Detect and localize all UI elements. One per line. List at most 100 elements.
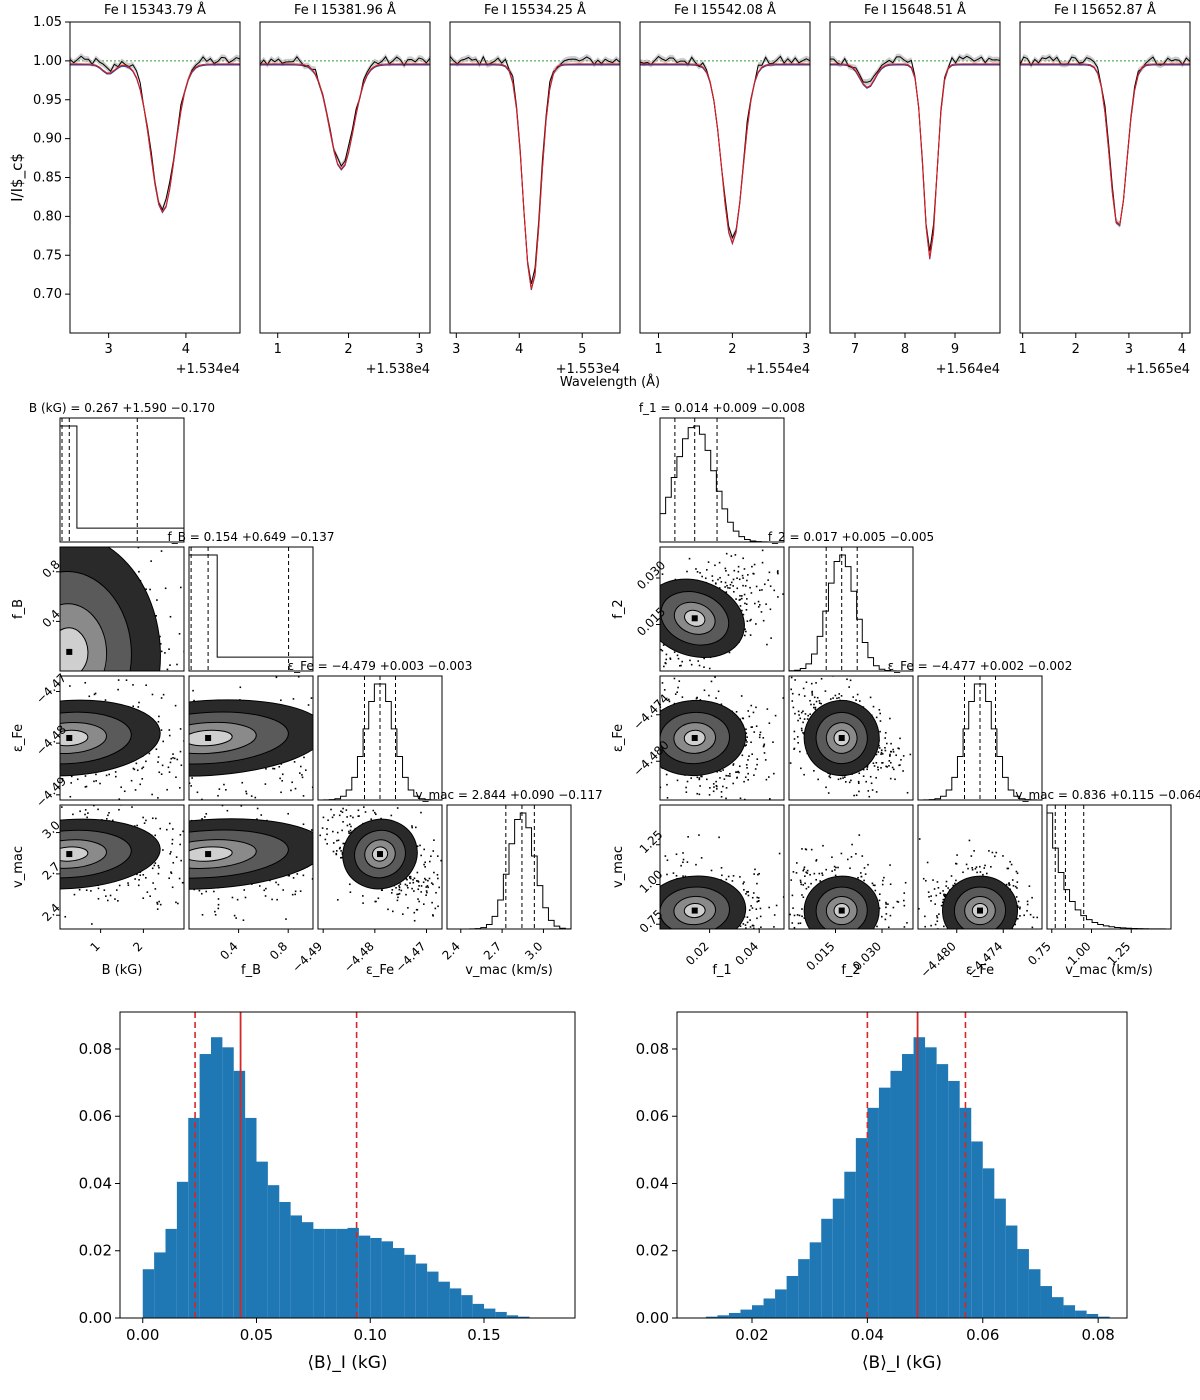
scatter-point [735, 598, 737, 600]
scatter-point [293, 761, 296, 763]
scatter-point [699, 785, 701, 787]
scatter-point [214, 913, 217, 916]
scatter-point [2, 625, 4, 627]
scatter-point [725, 552, 728, 555]
scatter-point [47, 760, 49, 762]
scatter-point [633, 652, 635, 654]
scatter-point [332, 830, 334, 833]
scatter-point [880, 751, 883, 754]
density-peak [66, 735, 73, 741]
scatter-point [418, 885, 420, 887]
scatter-point [45, 721, 47, 723]
y-tick-label: 0.85 [33, 171, 62, 186]
cell-frame [788, 675, 914, 801]
scatter-point [749, 586, 751, 589]
scatter-point [27, 829, 29, 831]
scatter-point [741, 609, 743, 612]
scatter-point [146, 700, 148, 702]
scatter-point [332, 842, 335, 844]
marginal-histogram [659, 425, 785, 543]
scatter-point [146, 830, 148, 832]
scatter-point [11, 715, 13, 717]
scatter-point [46, 704, 48, 706]
scatter-point [187, 840, 189, 842]
scatter-point [114, 913, 116, 915]
scatter-point [187, 441, 189, 443]
scatter-point [889, 761, 892, 764]
scatter-point [878, 744, 880, 747]
scatter-point [194, 808, 196, 810]
scatter-point [900, 759, 902, 761]
scatter-point [770, 719, 772, 721]
scatter-point [413, 919, 416, 922]
scatter-point [166, 866, 168, 868]
scatter-point [773, 589, 776, 592]
scatter-point [119, 687, 121, 689]
joint-density [605, 549, 784, 687]
scatter-point [49, 723, 51, 725]
scatter-point [788, 800, 790, 802]
scatter-point [744, 744, 747, 747]
scatter-point [205, 813, 208, 815]
scatter-point [171, 672, 173, 674]
scatter-point [749, 634, 752, 636]
scatter-point [363, 806, 365, 808]
scatter-point [3, 670, 5, 672]
scatter-point [11, 717, 13, 719]
scatter-point [13, 497, 15, 499]
scatter-point [338, 847, 341, 850]
scatter-point [131, 776, 133, 778]
scatter-point [668, 698, 670, 701]
scatter-point [314, 877, 316, 879]
scatter-point [27, 557, 29, 559]
scatter-point [146, 674, 148, 676]
scatter-point [58, 641, 60, 643]
scatter-point [157, 872, 160, 875]
marginal-title: v_mac = 2.844 +0.090 −0.117 [415, 788, 602, 802]
scatter-point [175, 776, 177, 779]
joint-cell: 1 2B (kG)2.42.73.0v_mac [11, 804, 196, 978]
scatter-point [361, 729, 363, 731]
scatter-point [70, 803, 72, 805]
scatter-point [651, 654, 653, 656]
scatter-point [84, 813, 86, 816]
scatter-point [605, 685, 607, 687]
scatter-point [853, 794, 855, 797]
scatter-point [106, 818, 108, 820]
scatter-point [226, 669, 228, 671]
line-panel-3: Fe I 15534.25 Å3 4 5+1.553e4 [449, 2, 621, 377]
scatter-point [707, 561, 710, 563]
scatter-point [112, 884, 114, 886]
scatter-point [130, 883, 132, 885]
scatter-point [797, 741, 799, 744]
scatter-point [605, 680, 607, 682]
scatter-point [165, 877, 167, 879]
scatter-point [848, 686, 850, 688]
scatter-point [132, 684, 134, 686]
scatter-point [134, 819, 136, 821]
scatter-point [178, 889, 180, 891]
scatter-point [323, 812, 325, 814]
model-line-red [1020, 63, 1190, 226]
scatter-point [708, 794, 711, 796]
scatter-point [409, 877, 411, 879]
scatter-point [627, 648, 629, 650]
scatter-point [875, 791, 878, 793]
scatter-point [53, 889, 55, 891]
scatter-point [169, 761, 172, 764]
scatter-point [411, 887, 413, 890]
scatter-point [168, 771, 171, 773]
scatter-point [813, 769, 815, 772]
scatter-point [174, 817, 176, 819]
scatter-point [129, 905, 131, 907]
scatter-point [303, 756, 305, 759]
scatter-point [17, 722, 19, 724]
scatter-point [812, 706, 815, 709]
scatter-point [396, 893, 398, 896]
scatter-point [322, 759, 324, 761]
cell-frame [917, 675, 1043, 801]
scatter-point [738, 771, 740, 774]
scatter-point [136, 824, 138, 827]
density-peak [838, 735, 845, 741]
scatter-point [133, 779, 135, 781]
